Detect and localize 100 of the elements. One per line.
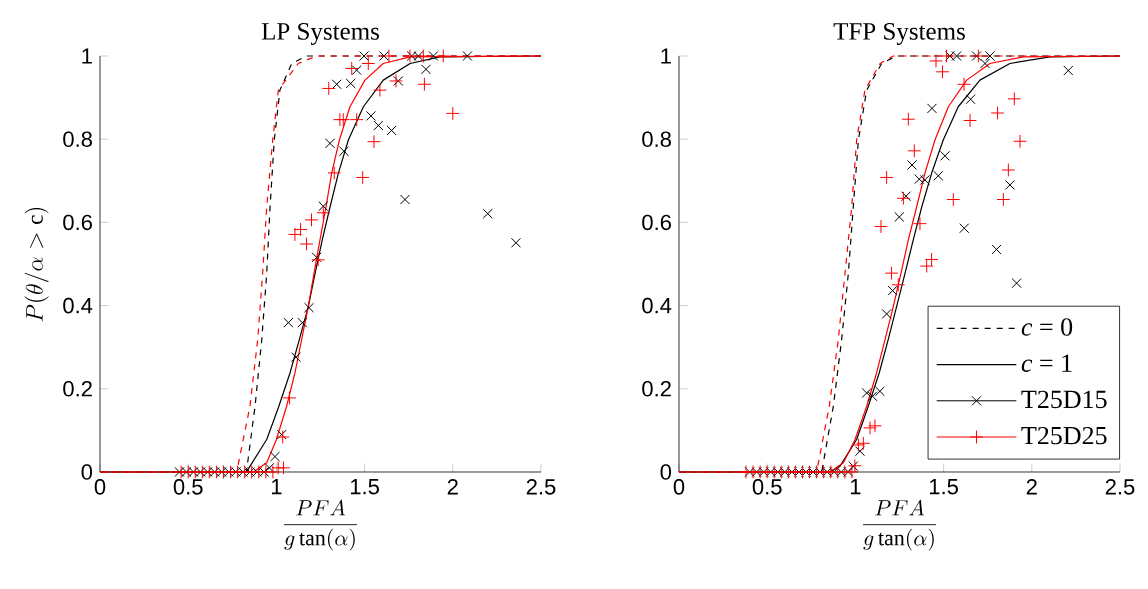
point	[355, 170, 370, 185]
point	[965, 94, 976, 105]
point	[336, 112, 351, 127]
point	[264, 462, 275, 473]
point	[361, 56, 376, 71]
x-tick-label: 0.5	[173, 479, 203, 495]
point	[996, 192, 1011, 207]
point	[344, 61, 359, 76]
point	[420, 64, 432, 75]
point	[386, 125, 397, 136]
legend-label: c = 1	[1021, 354, 1072, 372]
point	[311, 252, 326, 267]
y-tick-label: 0.4	[642, 297, 672, 314]
x-tick-label: 1.5	[929, 479, 958, 495]
point	[445, 106, 460, 121]
point	[879, 170, 894, 185]
point	[884, 266, 899, 281]
point	[389, 74, 403, 88]
x-tick-label: 1.5	[350, 479, 379, 495]
y-tick-label: 0.2	[63, 381, 92, 397]
point	[959, 223, 970, 234]
point	[316, 205, 331, 220]
point	[276, 460, 291, 475]
point	[327, 165, 342, 180]
point	[399, 194, 411, 205]
point	[990, 106, 1005, 120]
x-tick-label: 0	[94, 479, 106, 495]
point	[907, 143, 922, 158]
point	[349, 112, 364, 127]
y-tick-label: 0.8	[642, 131, 671, 147]
point	[991, 244, 1002, 255]
point	[863, 420, 877, 435]
point	[290, 352, 302, 363]
x-tick-label: 0.5	[752, 479, 782, 495]
point	[851, 438, 866, 452]
point	[269, 451, 281, 462]
point	[338, 146, 349, 157]
point	[1013, 134, 1027, 149]
point	[482, 208, 493, 219]
point	[304, 212, 319, 227]
point	[325, 138, 336, 149]
point	[929, 54, 943, 68]
point	[321, 81, 336, 96]
y-tick-label: 0.4	[63, 297, 93, 314]
point	[980, 58, 991, 69]
point	[1007, 91, 1022, 106]
x-tick-label: 0	[673, 479, 685, 495]
x-tick-label: 2.5	[526, 479, 556, 495]
x-tick-label: 1	[850, 479, 861, 495]
point	[318, 201, 329, 212]
point	[428, 50, 439, 62]
point	[304, 302, 315, 313]
point	[856, 436, 871, 451]
y-tick-label: 0	[81, 464, 93, 480]
point	[265, 465, 280, 479]
point	[282, 391, 297, 405]
point	[874, 219, 888, 234]
point	[311, 252, 322, 263]
point	[919, 259, 934, 273]
x-axis-title: $\frac{PFA}{g\tan(\alpha)}$	[863, 499, 936, 551]
point	[382, 49, 396, 63]
y-axis-title: $P(\theta/\alpha > \mathrm{c})$	[24, 207, 49, 322]
y-tick-label: 0.6	[63, 214, 92, 231]
point	[417, 77, 432, 92]
point	[373, 83, 387, 98]
legend-label: T25D15	[1021, 390, 1107, 409]
point	[275, 430, 290, 444]
point	[1011, 278, 1022, 289]
point	[1004, 179, 1015, 190]
point	[288, 227, 302, 242]
chart-title: TFP Systems	[833, 22, 965, 45]
point	[887, 285, 898, 296]
legend-label: c = 0	[1021, 318, 1073, 336]
point	[881, 308, 892, 319]
x-tick-label: 2	[447, 479, 458, 495]
point	[984, 50, 996, 62]
x-axis-title: $\frac{PFA}{g\tan(\alpha)}$	[284, 499, 357, 551]
y-tick-label: 1	[661, 48, 671, 64]
point	[351, 65, 362, 76]
point	[935, 64, 950, 79]
point	[919, 174, 930, 185]
point	[946, 192, 961, 207]
point	[276, 429, 287, 440]
point	[297, 317, 308, 328]
point	[926, 103, 937, 114]
point	[393, 75, 404, 86]
x-tick-label: 2.5	[1105, 479, 1135, 495]
point	[957, 77, 971, 92]
point	[436, 49, 451, 63]
point	[373, 120, 384, 131]
point	[283, 317, 294, 328]
point	[1001, 163, 1016, 177]
point	[293, 222, 308, 237]
point	[861, 387, 872, 398]
point	[510, 237, 521, 248]
point	[914, 174, 925, 185]
point	[868, 418, 882, 433]
y-tick-label: 0.8	[63, 131, 92, 147]
point	[896, 191, 911, 206]
point	[963, 113, 977, 128]
